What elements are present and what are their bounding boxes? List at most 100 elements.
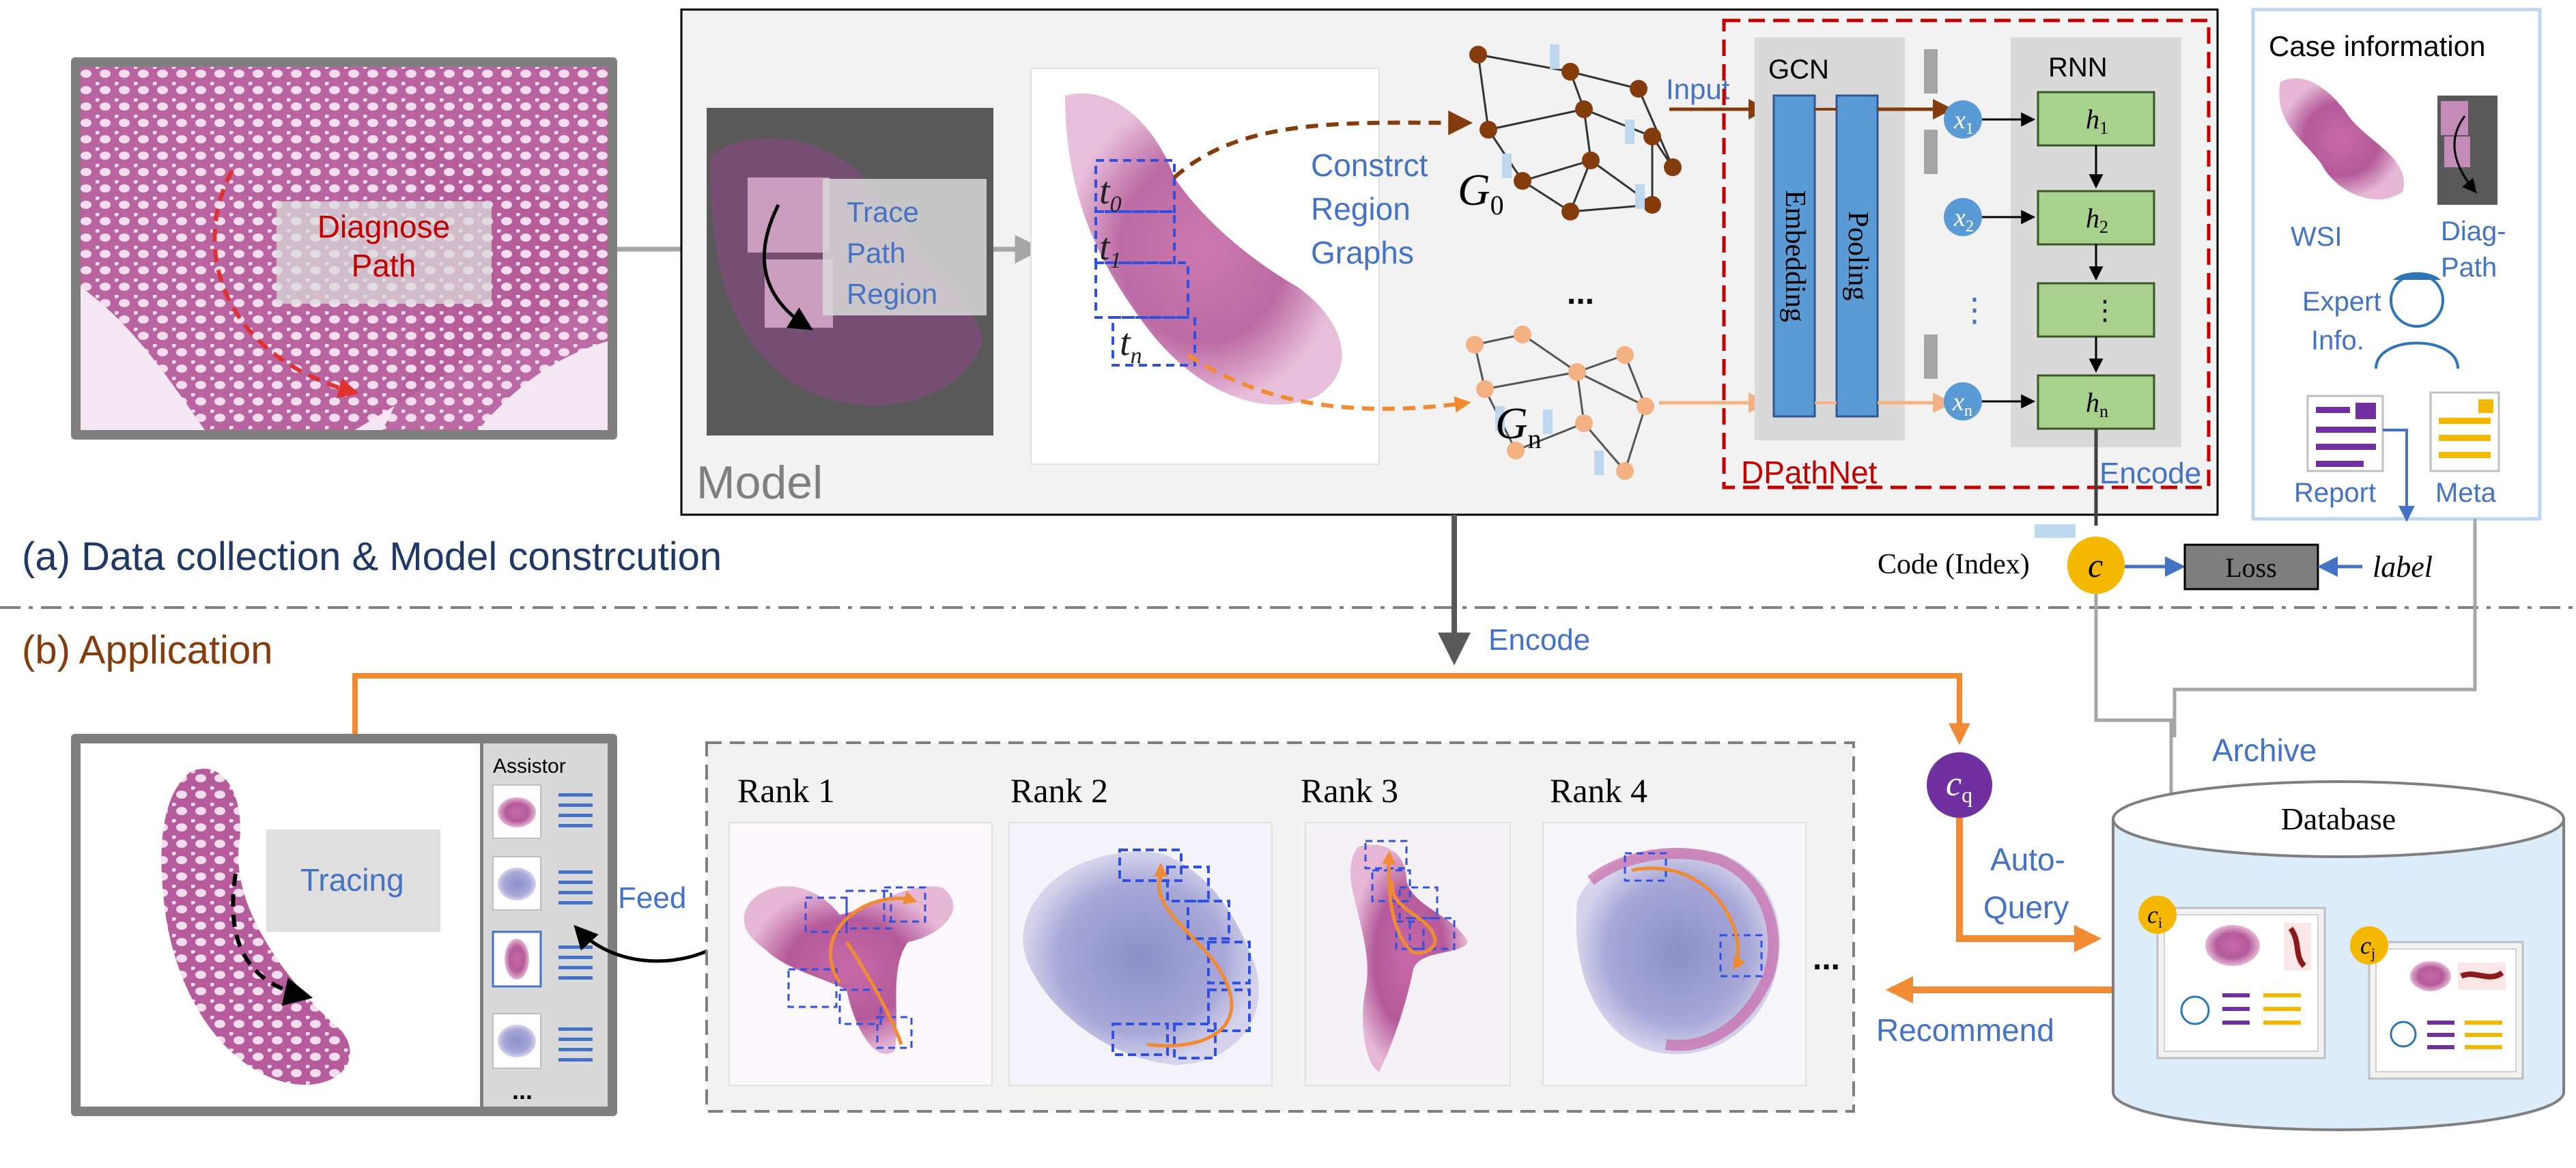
trace-label-line2: Path [847,237,905,269]
region-label-t1-sub: 1 [1110,248,1122,273]
rank-2-image [1008,822,1273,1086]
case-wsi-label: WSI [2291,222,2343,252]
svg-text:cj: cj [2360,932,2375,962]
svg-text:G0: G0 [1458,165,1504,220]
case-diagpath-line2: Path [2441,253,2497,283]
gn-sub: n [1528,423,1542,454]
rank-3-label: Rank 3 [1301,771,1398,810]
record-ci [2156,907,2326,1059]
graph-g0: G0 [1458,44,1682,220]
g0-sub: 0 [1490,190,1504,220]
dpathnet-box [1722,18,2211,489]
embedding-label: Embedding [1779,190,1811,322]
svg-text:cq: cq [1946,765,1972,807]
cj-sub: j [2370,945,2375,962]
construct-label-line3: Graphs [1311,235,1414,270]
loss-label: Loss [2225,552,2277,583]
cj-main: c [2360,932,2371,959]
h1-main: h [2086,104,2099,134]
code-node [2067,537,2125,594]
model-label: Model [696,457,823,509]
wsi-input-image: Diagnose Path [71,57,617,440]
xn-main: x [1952,388,1964,416]
h1-sub: 1 [2099,118,2108,138]
rnn-title: RNN [2048,53,2108,83]
x1-sub: 1 [1966,120,1974,138]
code-index-label: Code (Index) [1878,549,2030,580]
case-info-box: Case information WSI Diag- Path Expert I… [2251,8,2542,522]
svg-text:Gn: Gn [1495,399,1542,454]
archive-label: Archive [2212,732,2317,768]
cq-main: c [1946,765,1962,803]
assistor-more: ... [512,1077,533,1105]
embedding-vectors [1924,49,1938,379]
rank-more: ... [1813,941,1840,977]
loss-box [2183,543,2319,590]
region-label-t1-main: t [1099,226,1111,268]
x-nodes: x1 x2 ⋮ xn [1878,99,1991,421]
expert-avatar-icon [2375,272,2459,369]
trace-label-line1: Trace [847,196,919,228]
database-label: Database [2281,801,2396,836]
rank-4-image [1542,822,1807,1086]
region-label-tn-sub: n [1131,343,1142,369]
gn-main: G [1495,399,1528,448]
svg-text:h1: h1 [2086,104,2108,138]
h-ellipsis: ⋮ [2091,295,2119,326]
case-diagpath-line1: Diag- [2441,216,2506,246]
input-label: Input [1666,73,1730,105]
diagnose-label-line1: Diagnose [317,209,450,244]
section-b-title: (b) Application [22,628,273,672]
svg-text:ci: ci [2147,901,2162,931]
cq-sub: q [1962,782,1972,807]
case-expert-line1: Expert [2302,287,2381,317]
graph-gn: Gn [1466,326,1654,480]
auto-query-line1: Auto- [1990,842,2065,877]
rnn-block: RNN h1 h2 ⋮ hn [1982,38,2181,447]
svg-text:t1: t1 [1099,226,1122,273]
tracing-label: Tracing [300,862,404,898]
svg-text:x2: x2 [1953,203,1974,236]
g0-main: G [1458,165,1490,215]
xn-sub: n [1964,402,1972,420]
x-ellipsis: ⋮ [1958,292,1991,328]
x2-main: x [1953,203,1966,232]
auto-query-line2: Query [1983,889,2069,925]
svg-text:x1: x1 [1953,106,1974,138]
h2-main: h [2086,203,2099,233]
case-report-label: Report [2294,478,2376,508]
gcn-block: GCN Embedding Pooling [1755,38,1905,440]
case-info-title: Case information [2269,30,2485,62]
svg-text:t0: t0 [1099,170,1122,217]
recommend-label: Recommend [1876,1012,2054,1048]
tracing-viewer: Tracing Assistor ... [71,734,617,1116]
hn-main: h [2086,387,2099,418]
svg-text:tn: tn [1120,322,1142,369]
diagnose-label-line2: Path [352,248,416,283]
pooling-label: Pooling [1842,212,1873,301]
query-flow-line [352,673,1970,745]
archive-line-meta [2172,519,2477,737]
cq-node [1927,752,1992,818]
trace-path-slide: Trace Path Region [707,108,993,436]
meta-icon [2429,391,2500,472]
x2-sub: 2 [1966,218,1974,236]
rank-2-label: Rank 2 [1010,771,1108,810]
construct-label-line1: Constrct [1311,147,1428,183]
rank-1-label: Rank 1 [737,771,835,810]
rank-3-image [1305,822,1511,1086]
label-text: label [2373,550,2433,584]
svg-text:h2: h2 [2086,203,2108,237]
x1-main: x [1953,106,1966,134]
archive-line-code [2094,594,2181,851]
h2-sub: 2 [2099,217,2108,237]
section-a-title: (a) Data collection & Model constrcution [22,535,722,579]
report-icon [2306,395,2384,472]
ci-sub: i [2158,914,2162,931]
hn-sub: n [2099,401,2108,421]
graph-ellipsis: ... [1567,275,1594,311]
encode-label-a: Encode [2099,457,2201,490]
region-to-gn-arrow [1187,353,1471,413]
region-label-t0-sub: 0 [1110,192,1122,217]
rank-1-image [728,822,993,1086]
